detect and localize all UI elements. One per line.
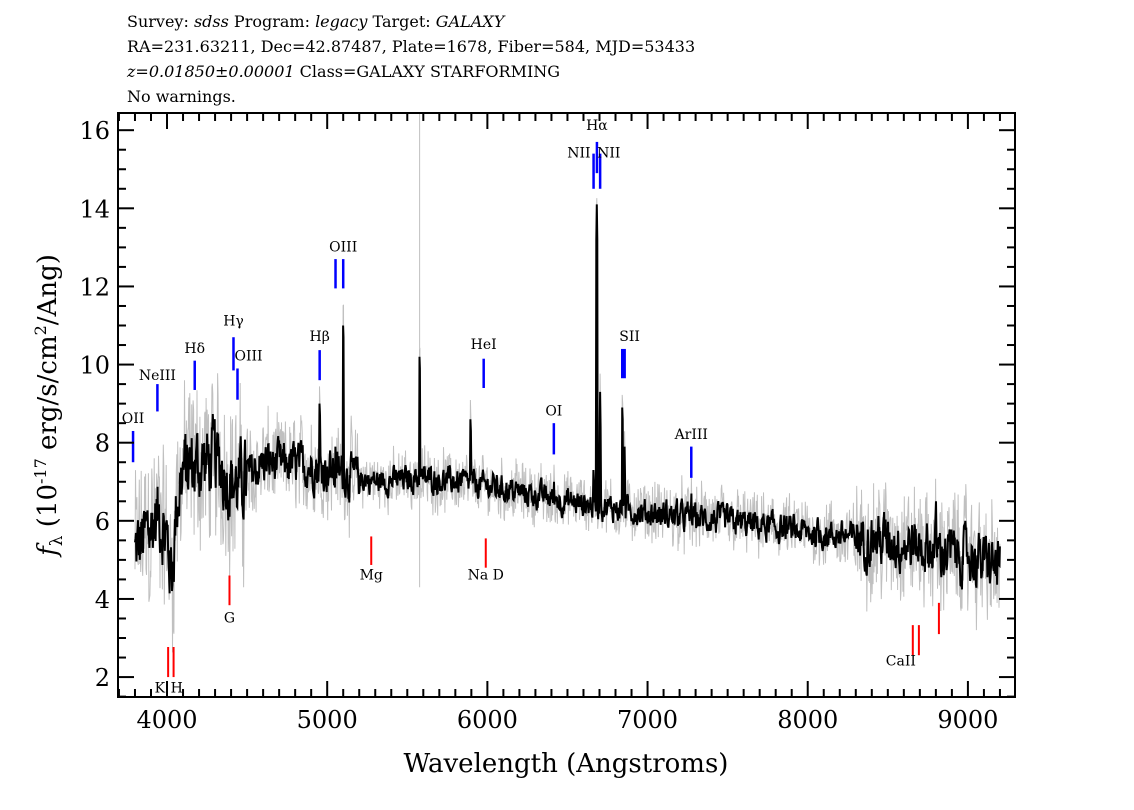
survey-label: Survey: bbox=[127, 12, 189, 31]
line-label: ArIII bbox=[674, 427, 708, 443]
program-value: legacy bbox=[315, 12, 368, 31]
line-label: H bbox=[171, 681, 183, 697]
header-line-coords: RA=231.63211, Dec=42.87487, Plate=1678, … bbox=[127, 37, 696, 56]
line-label: K bbox=[155, 681, 166, 697]
line-label: Na D bbox=[468, 567, 504, 583]
header-line-survey: Survey: sdss Program: legacy Target: GAL… bbox=[127, 12, 504, 31]
line-label: Mg bbox=[360, 567, 383, 583]
x-axis-label: Wavelength (Angstroms) bbox=[404, 749, 729, 779]
error-spectrum-line bbox=[134, 198, 1001, 653]
flux-spectrum-line bbox=[134, 204, 1001, 594]
line-label: NeIII bbox=[139, 368, 176, 384]
line-label: Hδ bbox=[184, 341, 205, 357]
survey-value: sdss bbox=[193, 12, 229, 31]
plot-frame bbox=[117, 112, 1016, 698]
line-label: Hγ bbox=[223, 314, 244, 330]
line-label: OII bbox=[122, 411, 145, 427]
program-label: Program: bbox=[233, 12, 310, 31]
line-label: NII bbox=[567, 146, 590, 162]
x-tick-label: 4000 bbox=[136, 706, 197, 734]
line-label: SII bbox=[619, 329, 640, 345]
line-label: G bbox=[224, 610, 235, 626]
y-tick-label: 8 bbox=[95, 430, 110, 458]
header-warnings: No warnings. bbox=[127, 87, 236, 106]
x-tick-label: 5000 bbox=[297, 706, 358, 734]
line-label: OI bbox=[545, 403, 562, 419]
x-tick-label: 9000 bbox=[937, 706, 998, 734]
line-label: HeI bbox=[471, 337, 497, 353]
line-label: Hα bbox=[586, 118, 608, 134]
x-tick-label: 7000 bbox=[617, 706, 678, 734]
y-tick-label: 12 bbox=[79, 273, 110, 301]
y-tick-label: 10 bbox=[79, 352, 110, 380]
target-value: GALAXY bbox=[435, 12, 505, 31]
y-tick-label: 14 bbox=[79, 195, 110, 223]
line-label: Hβ bbox=[310, 329, 330, 345]
class-label: Class=GALAXY STARFORMING bbox=[299, 62, 561, 81]
target-label: Target: bbox=[372, 12, 431, 31]
y-axis-label: fλ (10-17 erg/s/cm2/Ang) bbox=[31, 254, 67, 558]
line-label: OIII bbox=[329, 239, 357, 255]
redshift: z=0.01850±0.00001 bbox=[127, 62, 295, 81]
x-tick-label: 6000 bbox=[457, 706, 518, 734]
line-label: NII bbox=[597, 146, 620, 162]
y-tick-label: 16 bbox=[79, 117, 110, 145]
x-tick-label: 8000 bbox=[777, 706, 838, 734]
y-tick-label: 2 bbox=[95, 664, 110, 692]
line-label: CaII bbox=[886, 653, 916, 669]
line-label: OIII bbox=[234, 349, 262, 365]
header-line-class: z=0.01850±0.00001 Class=GALAXY STARFORMI… bbox=[127, 62, 560, 81]
y-tick-label: 4 bbox=[95, 586, 110, 614]
y-tick-label: 6 bbox=[95, 508, 110, 536]
